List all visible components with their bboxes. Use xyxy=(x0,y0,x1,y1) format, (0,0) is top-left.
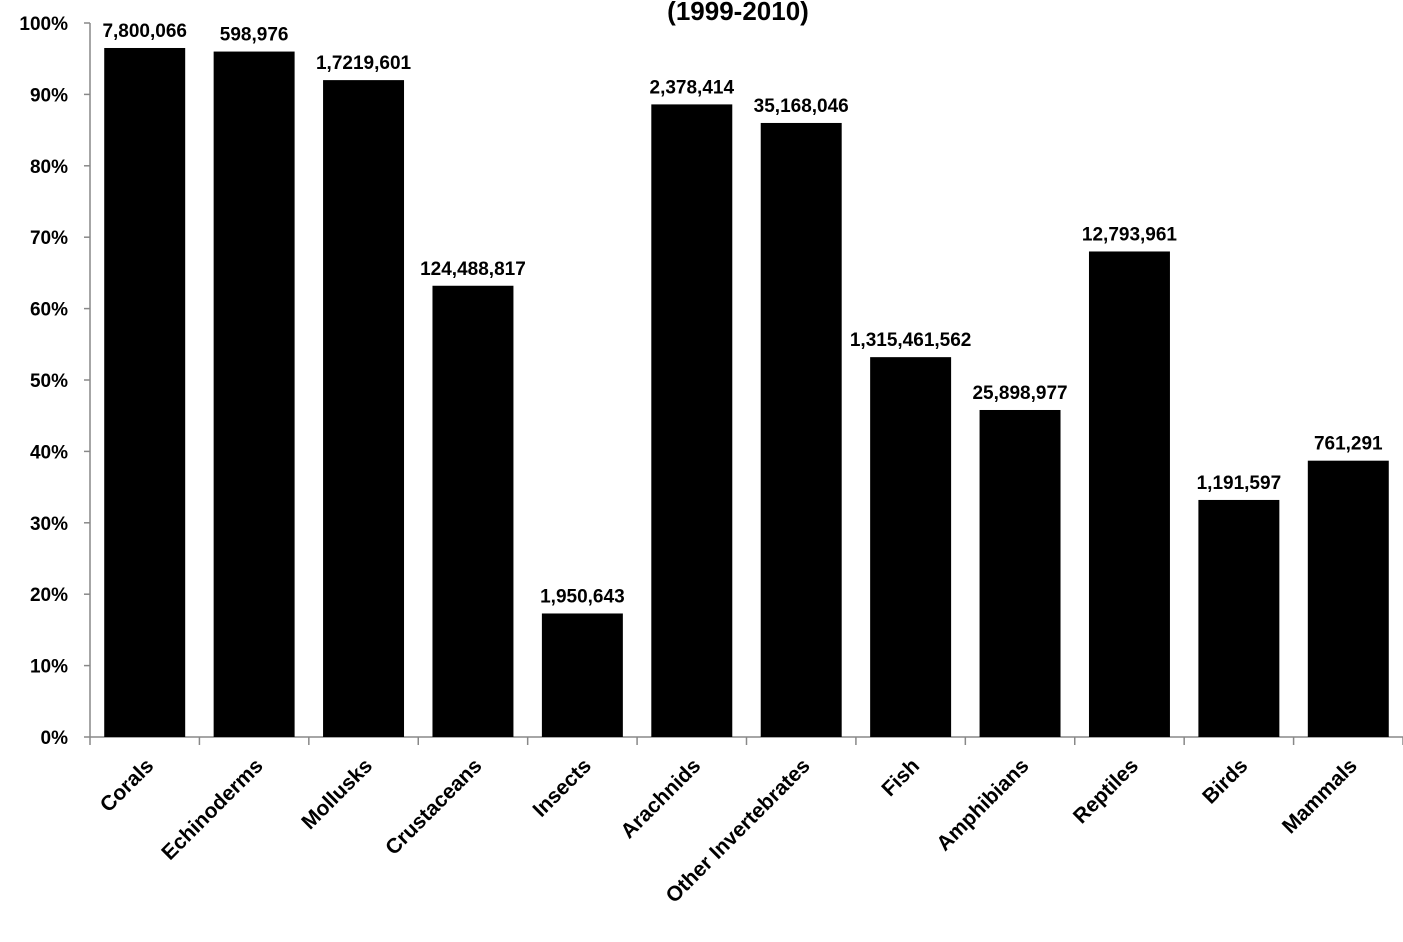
bar xyxy=(432,285,514,737)
data-label: 1,7219,601 xyxy=(316,53,412,74)
x-category-label: Corals xyxy=(96,754,158,816)
y-tick-label: 100% xyxy=(19,14,68,35)
x-category-label: Crustaceans xyxy=(381,754,486,859)
x-category-label: Amphibians xyxy=(932,754,1033,855)
bar xyxy=(213,51,295,738)
bar xyxy=(651,104,733,738)
bar xyxy=(541,613,623,737)
bars-group xyxy=(104,47,1389,738)
bar xyxy=(870,357,952,737)
bar xyxy=(1088,251,1170,738)
data-label: 12,793,961 xyxy=(1082,224,1178,245)
data-label: 25,898,977 xyxy=(972,383,1067,404)
bar xyxy=(1307,460,1389,737)
data-label: 1,950,643 xyxy=(540,586,625,607)
y-tick-label: 70% xyxy=(30,228,68,249)
y-tick-label: 0% xyxy=(41,728,69,749)
data-label: 598,976 xyxy=(220,25,289,46)
x-category-label: Reptiles xyxy=(1069,754,1143,828)
bar xyxy=(760,122,842,737)
x-category-label: Mammals xyxy=(1278,754,1362,838)
y-tick-label: 30% xyxy=(30,514,68,535)
y-tick-label: 20% xyxy=(30,585,68,606)
x-category-label: Birds xyxy=(1198,754,1252,808)
data-label: 35,168,046 xyxy=(754,96,849,117)
data-label: 1,191,597 xyxy=(1197,473,1282,494)
y-tick-label: 40% xyxy=(30,442,68,463)
y-tick-label: 90% xyxy=(30,85,68,106)
bar xyxy=(323,80,405,738)
x-category-label: Arachnids xyxy=(616,754,705,843)
data-label: 2,378,414 xyxy=(650,77,735,98)
bar xyxy=(1198,499,1280,737)
x-category-label: Insects xyxy=(528,754,595,821)
bar xyxy=(979,409,1061,737)
x-category-label: Echinoderms xyxy=(157,754,267,864)
data-label: 124,488,817 xyxy=(420,259,526,280)
y-tick-label: 50% xyxy=(30,371,68,392)
data-label: 1,315,461,562 xyxy=(850,330,972,351)
data-label: 7,800,066 xyxy=(102,21,187,42)
x-category-label: Mollusks xyxy=(297,754,377,834)
y-tick-label: 10% xyxy=(30,657,68,678)
y-tick-label: 60% xyxy=(30,300,68,321)
y-tick-label: 80% xyxy=(30,157,68,178)
data-label: 761,291 xyxy=(1314,434,1383,455)
chart-title: (1999-2010) xyxy=(667,0,809,26)
axes: 0% 10% 20% 30% 40% 50% 60% 70% 80% 90% 100% xyxy=(19,14,1403,749)
x-category-label: Fish xyxy=(877,754,924,801)
bar xyxy=(104,47,186,738)
